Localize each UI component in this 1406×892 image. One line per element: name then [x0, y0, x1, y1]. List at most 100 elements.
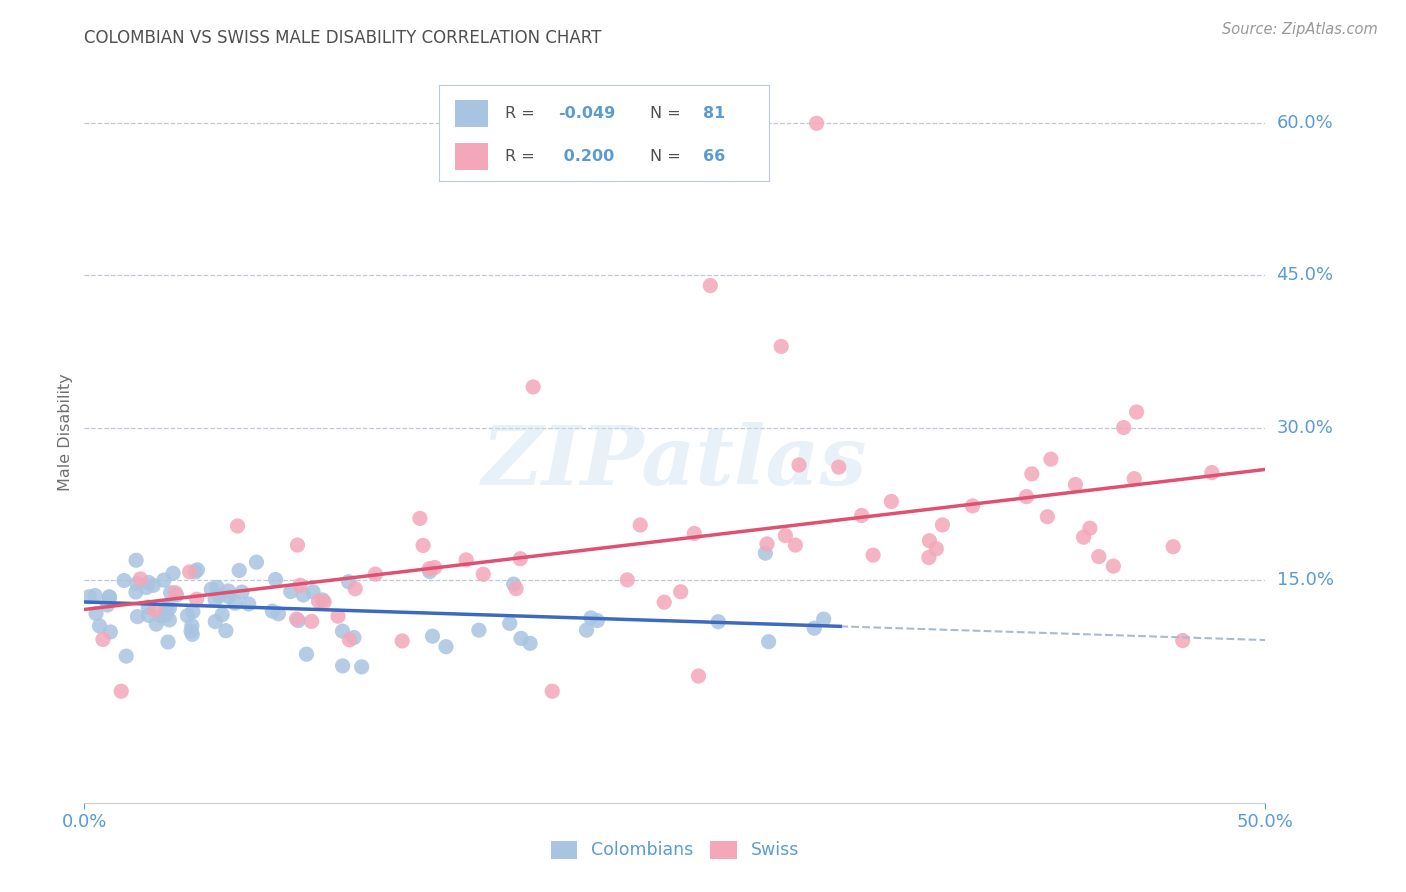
- Point: [862, 548, 884, 562]
- Point: [775, 528, 797, 542]
- Point: [770, 339, 793, 353]
- Point: [204, 615, 226, 629]
- Point: [1123, 472, 1146, 486]
- Point: [238, 597, 260, 611]
- Point: [280, 584, 302, 599]
- Point: [707, 615, 730, 629]
- Point: [98, 591, 121, 605]
- Point: [138, 608, 160, 623]
- Point: [218, 590, 240, 604]
- Point: [1015, 490, 1038, 504]
- Point: [509, 551, 531, 566]
- Point: [1171, 633, 1194, 648]
- Point: [519, 636, 541, 650]
- Point: [754, 546, 776, 560]
- Point: [145, 617, 167, 632]
- Point: [412, 538, 434, 552]
- Point: [142, 578, 165, 592]
- Point: [179, 565, 201, 579]
- Point: [138, 575, 160, 590]
- Point: [285, 612, 308, 626]
- Point: [669, 584, 692, 599]
- Point: [186, 563, 208, 577]
- Point: [339, 632, 361, 647]
- Point: [287, 614, 309, 628]
- Point: [308, 594, 330, 608]
- Point: [828, 460, 851, 475]
- Point: [785, 538, 807, 552]
- Point: [510, 632, 533, 646]
- Point: [851, 508, 873, 523]
- Point: [226, 519, 249, 533]
- Point: [98, 624, 121, 639]
- Point: [159, 586, 181, 600]
- Point: [215, 624, 238, 638]
- Point: [616, 573, 638, 587]
- Point: [1161, 540, 1184, 554]
- Point: [77, 590, 100, 604]
- Point: [756, 537, 779, 551]
- Point: [96, 598, 118, 612]
- Point: [787, 458, 810, 472]
- Point: [180, 618, 202, 632]
- Point: [541, 684, 564, 698]
- Point: [211, 607, 233, 622]
- Point: [156, 635, 179, 649]
- Point: [205, 581, 228, 595]
- Point: [115, 649, 138, 664]
- Point: [288, 578, 311, 592]
- Point: [135, 581, 157, 595]
- Text: 15.0%: 15.0%: [1277, 571, 1333, 589]
- Point: [129, 572, 152, 586]
- Point: [231, 585, 253, 599]
- Point: [125, 576, 148, 591]
- Point: [89, 619, 111, 633]
- Point: [264, 573, 287, 587]
- Point: [502, 577, 524, 591]
- Point: [224, 596, 246, 610]
- Point: [314, 595, 336, 609]
- Point: [813, 612, 835, 626]
- Point: [652, 595, 675, 609]
- Point: [181, 627, 204, 641]
- Point: [422, 629, 444, 643]
- Point: [343, 631, 366, 645]
- Point: [302, 585, 325, 599]
- Point: [456, 553, 478, 567]
- Point: [165, 585, 187, 599]
- Point: [84, 607, 107, 621]
- Point: [419, 565, 441, 579]
- Point: [159, 601, 181, 615]
- Point: [138, 600, 160, 615]
- Point: [186, 592, 208, 607]
- Point: [918, 533, 941, 548]
- Point: [699, 278, 721, 293]
- Point: [1201, 466, 1223, 480]
- Point: [344, 582, 367, 596]
- Point: [1088, 549, 1111, 564]
- Point: [499, 616, 522, 631]
- Text: COLOMBIAN VS SWISS MALE DISABILITY CORRELATION CHART: COLOMBIAN VS SWISS MALE DISABILITY CORRE…: [84, 29, 602, 47]
- Point: [84, 589, 107, 603]
- Point: [1112, 420, 1135, 434]
- Point: [418, 562, 440, 576]
- Point: [181, 605, 204, 619]
- Point: [423, 560, 446, 574]
- Point: [434, 640, 457, 654]
- Point: [1039, 452, 1062, 467]
- Text: 30.0%: 30.0%: [1277, 418, 1333, 436]
- Point: [157, 613, 180, 627]
- Point: [295, 647, 318, 661]
- Point: [143, 603, 166, 617]
- Point: [208, 589, 231, 603]
- Point: [155, 601, 177, 615]
- Point: [683, 526, 706, 541]
- Point: [579, 611, 602, 625]
- Point: [155, 607, 177, 622]
- Point: [1036, 509, 1059, 524]
- Point: [150, 609, 173, 624]
- Point: [153, 573, 176, 587]
- Text: 60.0%: 60.0%: [1277, 114, 1333, 132]
- Point: [364, 567, 387, 582]
- Y-axis label: Male Disability: Male Disability: [58, 374, 73, 491]
